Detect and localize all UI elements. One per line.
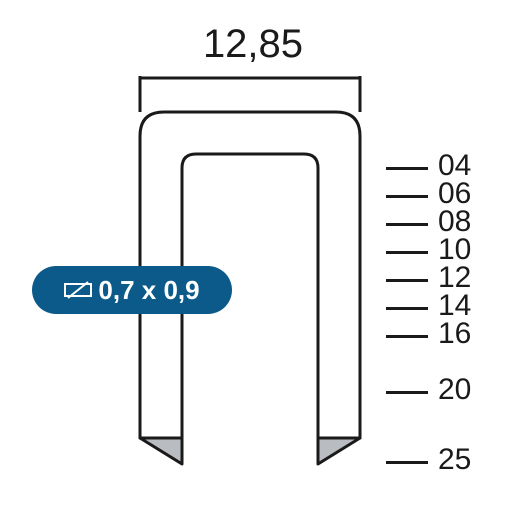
scale-tick [386, 195, 428, 198]
scale-tick [386, 167, 428, 170]
scale-tick [386, 223, 428, 226]
wire-gauge-badge: 0,7 x 0,9 [32, 266, 232, 314]
scale-tick [386, 391, 428, 394]
scale-label: 16 [438, 317, 471, 351]
wire-gauge-text: 0,7 x 0,9 [98, 275, 199, 306]
scale-tick [386, 461, 428, 464]
not-equal-icon [64, 281, 92, 299]
scale-tick [386, 307, 428, 310]
diagram-canvas: 12,85 0,7 x 0,9 040608101214162025 [0, 0, 520, 519]
scale-label: 25 [438, 443, 471, 477]
width-label: 12,85 [183, 22, 323, 67]
scale-label: 20 [438, 373, 471, 407]
scale-tick [386, 251, 428, 254]
scale-tick [386, 335, 428, 338]
scale-tick [386, 279, 428, 282]
